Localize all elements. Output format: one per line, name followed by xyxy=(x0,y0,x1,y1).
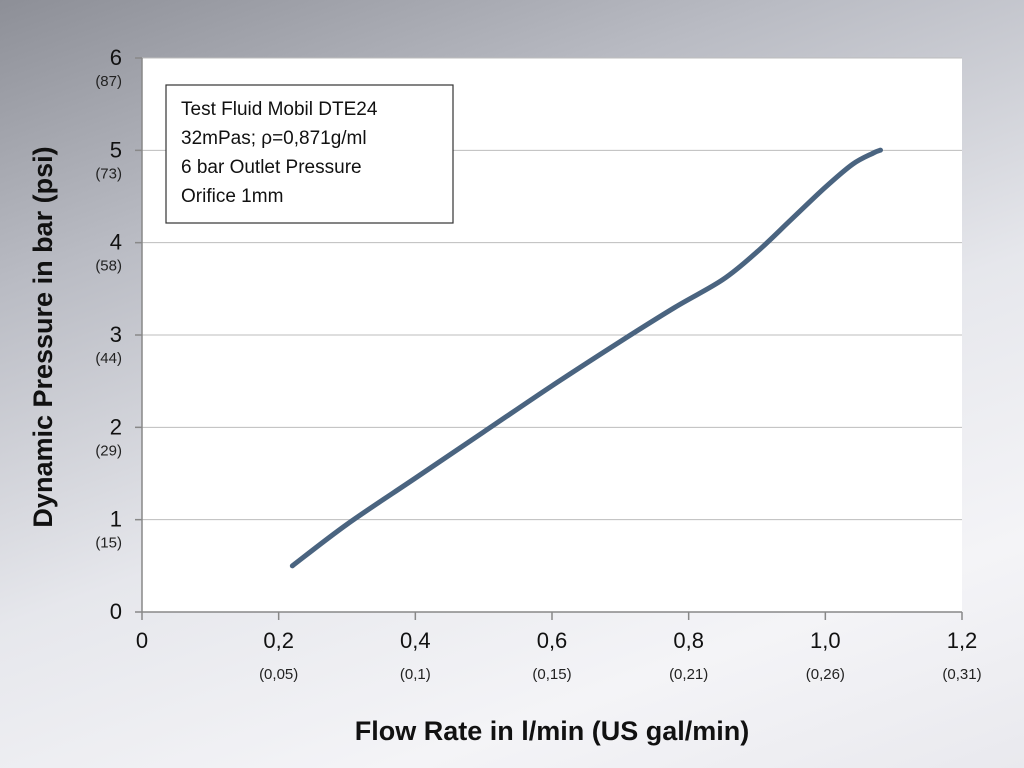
annotation-line-3: 6 bar Outlet Pressure xyxy=(181,157,362,178)
y-axis-ticks: 0 1 (15) 2 (29) 3 (44) 4 (58) 5 (73) 6 (87) xyxy=(95,45,142,624)
x-tick-sublabel-6: (0,31) xyxy=(942,666,981,683)
x-tick-label-6: 1,2 xyxy=(947,628,978,653)
y-tick-label-6: 6 xyxy=(110,45,122,70)
x-tick-label-5: 1,0 xyxy=(810,628,841,653)
x-axis-title: Flow Rate in l/min (US gal/min) xyxy=(355,716,750,746)
y-tick-label-4: 4 xyxy=(110,230,122,255)
x-axis-ticks: 0 0,2 (0,05) 0,4 (0,1) 0,6 (0,15) 0,8 (0,21) 1,0 (… xyxy=(136,612,982,683)
x-tick-label-4: 0,8 xyxy=(673,628,704,653)
annotation-frame xyxy=(165,84,454,224)
x-tick-sublabel-2: (0,1) xyxy=(400,666,431,683)
x-tick-label-1: 0,2 xyxy=(263,628,294,653)
x-tick-label-3: 0,6 xyxy=(537,628,568,653)
gridlines xyxy=(142,57,962,521)
series-layer xyxy=(289,147,884,569)
x-tick-sublabel-3: (0,15) xyxy=(532,666,571,683)
y-tick-sublabel-6: (87) xyxy=(95,73,122,90)
annotation-line-2: 32mPas; ρ=0,871g/ml xyxy=(181,128,367,149)
y-tick-label-5: 5 xyxy=(110,137,122,162)
y-tick-sublabel-3: (44) xyxy=(95,350,122,367)
y-tick-sublabel-4: (58) xyxy=(95,258,122,275)
y-tick-label-1: 1 xyxy=(110,507,122,532)
y-tick-label-3: 3 xyxy=(110,322,122,347)
annotation-box: Test Fluid Mobil DTE24 32mPas; ρ=0,871g/… xyxy=(165,84,454,224)
x-tick-sublabel-1: (0,05) xyxy=(259,666,298,683)
x-tick-label-0: 0 xyxy=(136,628,148,653)
y-tick-label-0: 0 xyxy=(110,599,122,624)
x-tick-label-2: 0,4 xyxy=(400,628,431,653)
annotation-line-4: Orifice 1mm xyxy=(181,186,283,207)
series-line-0 xyxy=(289,147,884,569)
y-tick-sublabel-2: (29) xyxy=(95,442,122,459)
x-tick-sublabel-4: (0,21) xyxy=(669,666,708,683)
y-axis-title: Dynamic Pressure in bar (psi) xyxy=(28,146,58,527)
y-tick-sublabel-1: (15) xyxy=(95,535,122,552)
y-tick-sublabel-5: (73) xyxy=(95,165,122,182)
x-tick-sublabel-5: (0,26) xyxy=(806,666,845,683)
y-tick-label-2: 2 xyxy=(110,414,122,439)
annotation-line-1: Test Fluid Mobil DTE24 xyxy=(181,99,378,120)
